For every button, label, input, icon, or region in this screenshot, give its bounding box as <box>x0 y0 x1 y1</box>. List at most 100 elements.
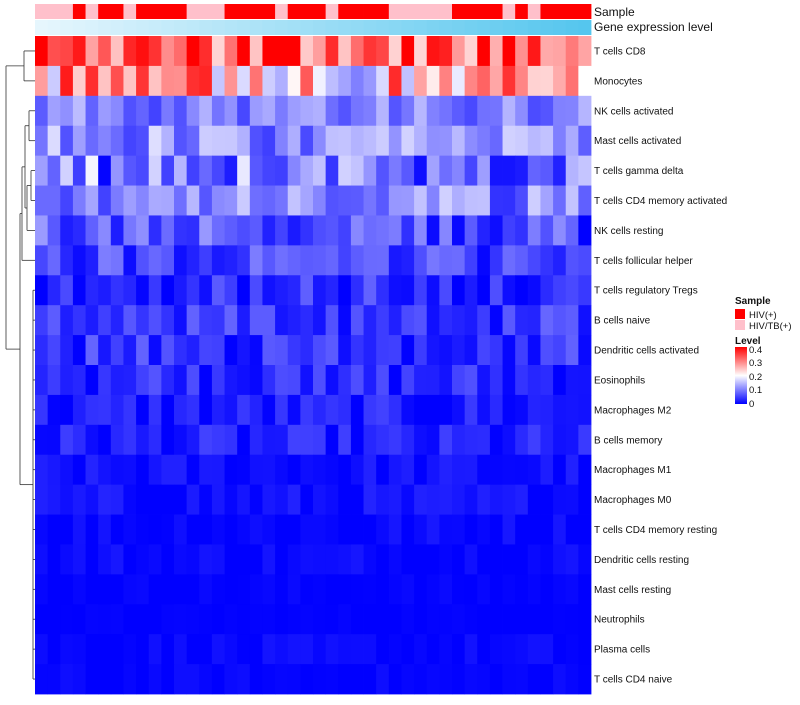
heatmap-cell <box>401 634 415 665</box>
heatmap-cell <box>477 335 491 366</box>
heatmap-cell <box>72 574 86 605</box>
heatmap-cell <box>452 424 466 456</box>
heatmap-cell <box>452 365 466 396</box>
heatmap-cell <box>249 634 263 665</box>
heatmap-cell <box>313 634 327 665</box>
heatmap-cell <box>325 305 339 336</box>
heatmap-cell <box>237 514 251 545</box>
heatmap-cell <box>85 65 99 97</box>
legend-sample-title: Sample <box>735 296 771 307</box>
heatmap-cell <box>72 275 86 306</box>
heatmap-cell <box>515 245 529 276</box>
heatmap-cell <box>199 65 213 97</box>
heatmap-cell <box>388 514 402 545</box>
heatmap-cell <box>515 514 529 545</box>
heatmap-cell <box>174 365 188 396</box>
heatmap-cell <box>60 65 74 97</box>
heatmap-cell <box>502 484 516 515</box>
expression-annotation-cell <box>489 20 503 35</box>
heatmap-cell <box>47 125 61 157</box>
heatmap-cell <box>72 245 86 276</box>
heatmap-cell <box>414 514 428 545</box>
heatmap-cell <box>452 125 466 157</box>
heatmap-cell <box>553 245 567 276</box>
heatmap-cell <box>148 484 162 515</box>
heatmap-cell <box>325 95 339 127</box>
heatmap-cell <box>174 245 188 276</box>
heatmap-cell <box>388 65 402 97</box>
heatmap-cell <box>338 634 352 665</box>
sample-annotation-cell <box>275 4 289 19</box>
heatmap-cell <box>540 634 554 665</box>
heatmap-cell <box>553 36 567 67</box>
heatmap-cell <box>174 664 188 695</box>
heatmap-cell <box>85 36 99 67</box>
heatmap-cell <box>401 604 415 635</box>
heatmap-cell <box>426 36 440 67</box>
heatmap-cell <box>136 484 150 515</box>
heatmap-cell <box>275 514 289 545</box>
sample-annotation-label: Sample <box>594 5 635 19</box>
heatmap-cell <box>262 484 276 515</box>
heatmap-cell <box>452 335 466 366</box>
heatmap-cell <box>262 245 276 276</box>
sample-annotation-cell <box>161 4 175 19</box>
heatmap-cell <box>376 664 390 695</box>
heatmap-cell <box>565 36 579 67</box>
legend: Sample HIV(+) HIV/TB(+) Level 0.4 0.3 0.… <box>735 296 792 410</box>
heatmap-cell <box>211 394 225 426</box>
heatmap-cell <box>174 125 188 157</box>
heatmap-cell <box>464 484 478 515</box>
heatmap-cell <box>502 305 516 336</box>
heatmap-cell <box>123 155 137 186</box>
heatmap-cell <box>338 664 352 695</box>
heatmap-cell <box>174 604 188 635</box>
sample-annotation-cell <box>414 4 428 19</box>
heatmap-cell <box>123 275 137 306</box>
heatmap-cell <box>401 245 415 276</box>
heatmap-cell <box>401 394 415 426</box>
heatmap-cell <box>388 394 402 426</box>
sample-annotation-cell <box>148 4 162 19</box>
heatmap-cell <box>452 604 466 635</box>
heatmap-cell <box>578 185 592 216</box>
heatmap-cell <box>123 185 137 216</box>
heatmap-cell <box>47 215 61 246</box>
heatmap-cell <box>275 454 289 486</box>
heatmap-cell <box>275 604 289 635</box>
heatmap-cell <box>477 424 491 456</box>
heatmap-cell <box>553 125 567 157</box>
heatmap-cell <box>515 275 529 306</box>
heatmap-cell <box>262 424 276 456</box>
heatmap-cell <box>527 245 541 276</box>
heatmap-cell <box>350 634 364 665</box>
sample-annotation-cell <box>287 4 301 19</box>
heatmap-cell <box>110 514 124 545</box>
heatmap-cell <box>527 365 541 396</box>
heatmap-cell <box>224 544 238 575</box>
heatmap-cell <box>540 604 554 635</box>
heatmap-cell <box>174 454 188 486</box>
heatmap-cell <box>313 664 327 695</box>
expression-annotation-cell <box>363 20 377 35</box>
heatmap-cell <box>98 335 112 366</box>
heatmap-cell <box>72 155 86 186</box>
heatmap-cell <box>350 95 364 127</box>
heatmap-cell <box>527 544 541 575</box>
heatmap-cell <box>174 185 188 216</box>
heatmap-cell <box>439 215 453 246</box>
heatmap-cell <box>161 215 175 246</box>
heatmap-cell <box>414 155 428 186</box>
heatmap-cell <box>388 36 402 67</box>
heatmap-cell <box>148 664 162 695</box>
heatmap-cell <box>249 484 263 515</box>
heatmap-cells <box>35 36 592 695</box>
heatmap-cell <box>325 36 339 67</box>
heatmap-cell <box>186 125 200 157</box>
heatmap-cell <box>60 185 74 216</box>
heatmap-cell <box>452 544 466 575</box>
heatmap-cell <box>275 36 289 67</box>
heatmap-cell <box>502 215 516 246</box>
heatmap-cell <box>72 544 86 575</box>
heatmap-cell <box>211 185 225 216</box>
